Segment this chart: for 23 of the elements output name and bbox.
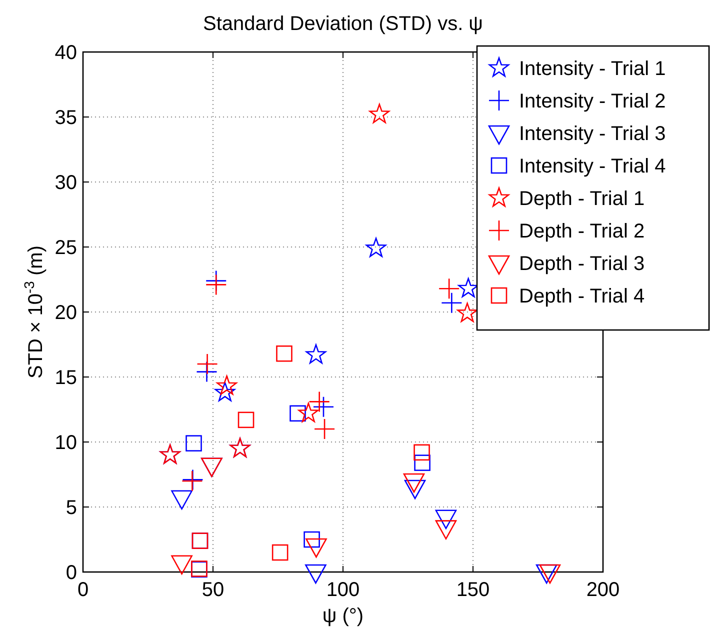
- legend-label: Intensity - Trial 4: [519, 156, 666, 178]
- y-tick-label: 0: [66, 562, 77, 584]
- y-tick-label: 35: [54, 107, 77, 129]
- legend-label: Depth - Trial 2: [519, 220, 645, 242]
- y-tick-label: 15: [54, 367, 77, 389]
- y-tick-label: 40: [54, 42, 77, 64]
- y-tick-label: 5: [66, 497, 77, 519]
- legend-label: Intensity - Trial 1: [519, 58, 666, 80]
- legend-label: Depth - Trial 1: [519, 188, 645, 210]
- x-tick-label: 100: [326, 579, 360, 601]
- legend-label: Intensity - Trial 3: [519, 123, 666, 145]
- x-tick-label: 50: [202, 579, 224, 601]
- x-axis-title: ψ (°): [322, 605, 364, 627]
- y-tick-label: 10: [54, 432, 77, 454]
- y-tick-label: 30: [54, 172, 77, 194]
- legend-label: Depth - Trial 3: [519, 253, 645, 275]
- y-tick-label: 20: [54, 302, 77, 324]
- chart-title: Standard Deviation (STD) vs. ψ: [203, 13, 483, 35]
- legend-label: Intensity - Trial 2: [519, 90, 666, 112]
- x-tick-label: 150: [456, 579, 490, 601]
- y-tick-label: 25: [54, 237, 77, 259]
- legend-label: Depth - Trial 4: [519, 286, 645, 308]
- x-tick-label: 200: [586, 579, 620, 601]
